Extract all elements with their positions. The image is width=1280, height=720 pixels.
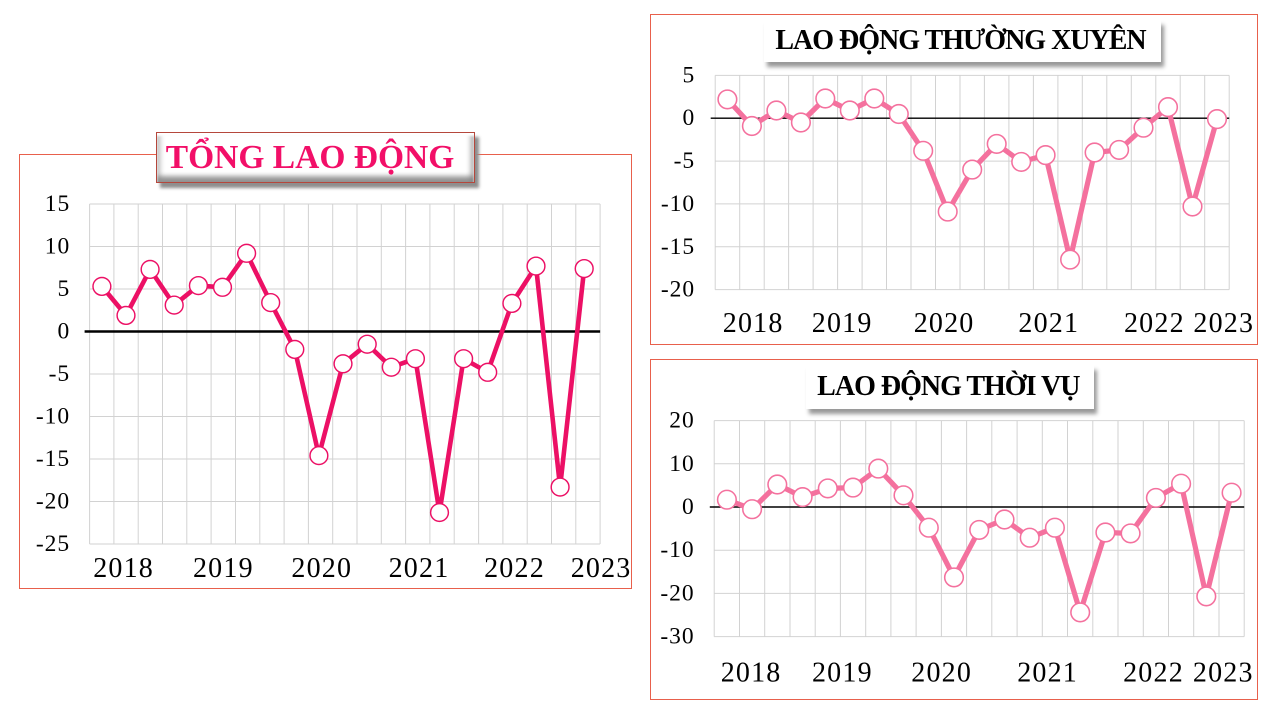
svg-text:2023: 2023 (571, 553, 632, 584)
svg-text:15: 15 (45, 191, 71, 217)
svg-text:2019: 2019 (812, 658, 873, 689)
svg-text:2021: 2021 (389, 553, 450, 584)
svg-text:-5: -5 (49, 361, 71, 387)
svg-text:-20: -20 (36, 489, 70, 515)
svg-text:2021: 2021 (1018, 308, 1079, 339)
svg-text:5: 5 (57, 276, 70, 302)
svg-text:2018: 2018 (723, 308, 784, 339)
svg-text:0: 0 (57, 319, 70, 345)
svg-text:-15: -15 (661, 234, 695, 260)
svg-text:2022: 2022 (1124, 308, 1185, 339)
svg-text:-5: -5 (674, 148, 696, 174)
svg-text:2022: 2022 (1123, 658, 1184, 689)
svg-text:10: 10 (45, 234, 71, 260)
svg-text:5: 5 (682, 62, 695, 88)
svg-text:2020: 2020 (291, 553, 352, 584)
svg-text:2018: 2018 (93, 553, 154, 584)
svg-text:-20: -20 (661, 277, 695, 303)
svg-text:-25: -25 (36, 531, 70, 557)
svg-text:-30: -30 (660, 624, 694, 650)
svg-text:2022: 2022 (484, 553, 545, 584)
svg-text:-20: -20 (660, 580, 694, 606)
svg-text:2019: 2019 (812, 308, 873, 339)
svg-text:2023: 2023 (1193, 308, 1254, 339)
svg-text:2020: 2020 (914, 308, 975, 339)
svg-text:0: 0 (682, 105, 695, 131)
svg-text:10: 10 (669, 451, 695, 477)
svg-text:-10: -10 (660, 537, 694, 563)
svg-text:2023: 2023 (1193, 658, 1254, 689)
svg-text:2019: 2019 (193, 553, 254, 584)
svg-text:0: 0 (682, 494, 695, 520)
svg-text:2021: 2021 (1017, 658, 1078, 689)
svg-text:-15: -15 (36, 446, 70, 472)
svg-text:2020: 2020 (911, 658, 972, 689)
svg-text:-10: -10 (36, 404, 70, 430)
svg-text:2018: 2018 (721, 658, 782, 689)
svg-text:-10: -10 (661, 191, 695, 217)
svg-text:20: 20 (669, 408, 695, 434)
